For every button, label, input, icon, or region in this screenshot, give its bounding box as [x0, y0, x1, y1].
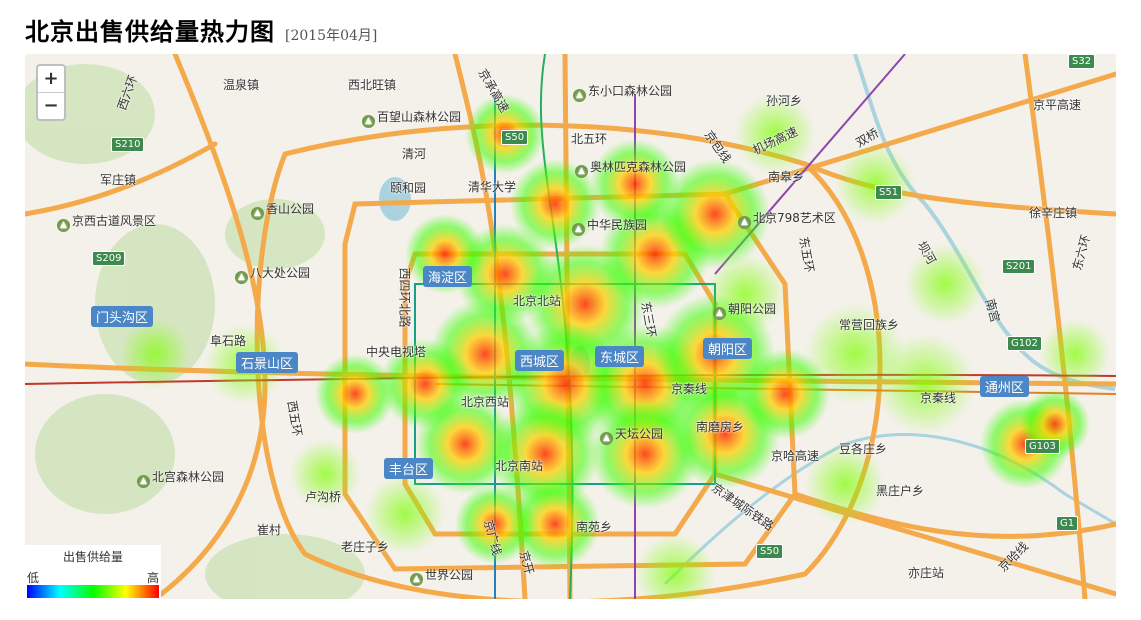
- park-icon: ▲: [738, 216, 751, 229]
- highway-shield: S210: [111, 137, 145, 152]
- landmark-label[interactable]: 颐和园: [390, 181, 427, 195]
- park-icon: ▲: [713, 307, 726, 320]
- place-label: 南磨房乡: [696, 420, 745, 434]
- highway-shield: G102: [1007, 336, 1042, 351]
- highway-shield: S50: [756, 544, 784, 559]
- park-label[interactable]: ▲ 天坛公园: [600, 425, 663, 445]
- place-label: 黑庄户乡: [876, 484, 925, 498]
- park-label[interactable]: ▲ 北京798艺术区: [738, 209, 836, 229]
- park-icon: ▲: [410, 573, 423, 586]
- highway-shield: S50: [501, 130, 529, 145]
- park-label[interactable]: ▲ 香山公园: [251, 200, 314, 220]
- park-icon: ▲: [575, 165, 588, 178]
- park-label[interactable]: ▲ 奥林匹克森林公园: [575, 158, 686, 178]
- road-label: 京哈高速: [771, 449, 820, 463]
- heat-layer: [120, 94, 1110, 599]
- place-label: 徐辛庄镇: [1029, 206, 1078, 220]
- park-icon: ▲: [235, 271, 248, 284]
- place-label: 老庄子乡: [341, 540, 390, 554]
- park-icon: ▲: [572, 223, 585, 236]
- highway-shield: S51: [875, 185, 903, 200]
- place-label: 南苑乡: [576, 520, 613, 534]
- highway-shield: G1: [1056, 516, 1079, 531]
- place-label: 清河: [402, 147, 427, 161]
- station-label[interactable]: 北京南站: [495, 459, 544, 473]
- heatmap-map[interactable]: + − 海淀区 门头沟区 石景山区 西城区 东城区 朝阳区 丰台区 通州区 ▲ 百…: [25, 54, 1116, 599]
- zoom-out-button[interactable]: −: [43, 95, 59, 116]
- district-label: 西城区: [515, 350, 565, 371]
- park-label[interactable]: ▲ 百望山森林公园: [362, 108, 461, 128]
- legend-low-label: 低: [27, 571, 40, 585]
- district-label: 门头沟区: [91, 306, 154, 327]
- park-label[interactable]: ▲ 朝阳公园: [713, 300, 776, 320]
- park-label[interactable]: ▲ 东小口森林公园: [573, 82, 672, 102]
- district-label: 东城区: [595, 346, 645, 367]
- page-subtitle-date: [2015年04月]: [285, 28, 378, 44]
- landmark-label[interactable]: 卢沟桥: [305, 490, 342, 504]
- station-label[interactable]: 北京西站: [461, 395, 510, 409]
- park-label[interactable]: ▲ 京西古道风景区: [57, 212, 156, 232]
- legend-title: 出售供给量: [62, 550, 123, 564]
- district-label: 石景山区: [236, 352, 299, 373]
- park-label[interactable]: ▲ 世界公园: [410, 566, 473, 586]
- park-icon: ▲: [600, 432, 613, 445]
- station-label[interactable]: 亦庄站: [908, 566, 945, 580]
- place-label: 豆各庄乡: [839, 442, 888, 456]
- road-label: 京平高速: [1033, 98, 1082, 112]
- heat-legend: 出售供给量 低 高: [25, 545, 161, 600]
- park-icon: ▲: [137, 475, 150, 488]
- place-label: 常营回族乡: [839, 318, 900, 332]
- park-icon: ▲: [573, 89, 586, 102]
- park-label[interactable]: ▲ 中华民族园: [572, 216, 647, 236]
- page-title: 北京出售供给量热力图: [25, 17, 275, 46]
- place-label: 崔村: [257, 523, 282, 537]
- zoom-control: + −: [36, 64, 66, 121]
- station-label[interactable]: 北京北站: [513, 294, 562, 308]
- rail-label: 京秦线: [920, 391, 957, 405]
- legend-high-label: 高: [146, 571, 159, 585]
- road-label: 北五环: [571, 132, 608, 146]
- place-label: 南皋乡: [768, 170, 805, 184]
- terrain-patches: [25, 64, 365, 599]
- road-label: 阜石路: [210, 334, 247, 348]
- zoom-in-button[interactable]: +: [38, 66, 64, 93]
- park-icon: ▲: [362, 115, 375, 128]
- page-title-bar: 北京出售供给量热力图 [2015年04月]: [25, 12, 378, 46]
- place-label: 西北旺镇: [348, 78, 397, 92]
- rail-label: 京秦线: [671, 382, 708, 396]
- highway-shield: S209: [92, 251, 126, 266]
- park-icon: ▲: [251, 207, 264, 220]
- district-label: 通州区: [980, 376, 1030, 397]
- park-icon: ▲: [57, 219, 70, 232]
- landmark-label[interactable]: 清华大学: [468, 180, 517, 194]
- place-label: 军庄镇: [100, 173, 137, 187]
- highway-shield: S201: [1002, 259, 1036, 274]
- park-label[interactable]: ▲ 北宫森林公园: [137, 468, 224, 488]
- place-label: 温泉镇: [223, 78, 260, 92]
- district-label: 海淀区: [423, 266, 473, 287]
- landmark-label[interactable]: 中央电视塔: [366, 345, 427, 359]
- highway-shield: G103: [1025, 439, 1060, 454]
- legend-gradient-bar: [27, 585, 159, 598]
- map-base-layer: [25, 54, 1116, 599]
- district-label: 朝阳区: [703, 338, 753, 359]
- district-label: 丰台区: [384, 458, 434, 479]
- road-label: 西四环北路: [397, 267, 412, 328]
- park-label[interactable]: ▲ 八大处公园: [235, 264, 310, 284]
- place-label: 孙河乡: [766, 94, 803, 108]
- highway-shield: S32: [1068, 54, 1096, 69]
